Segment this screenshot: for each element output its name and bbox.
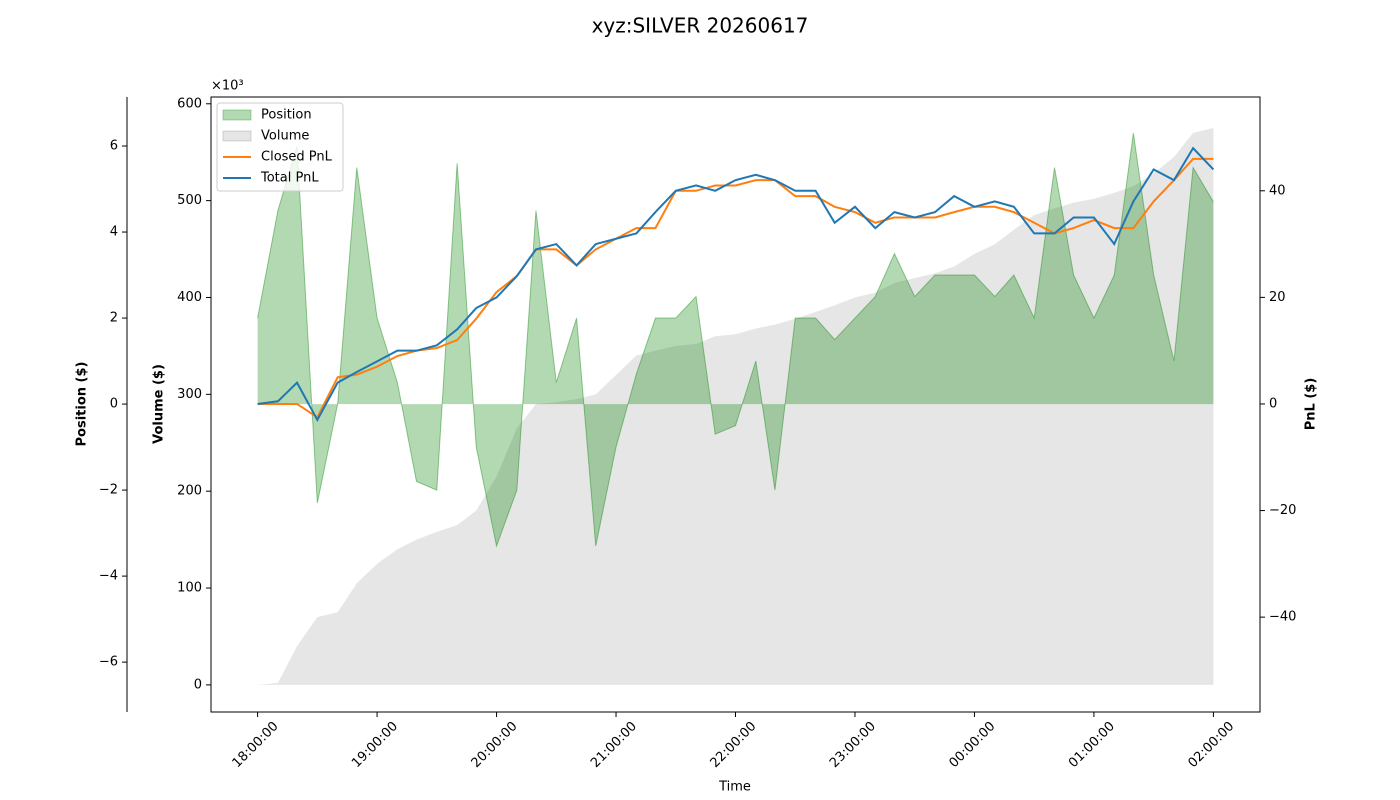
legend-label: Closed PnL (261, 150, 333, 165)
x-tick-label: 02:00:00 (1185, 719, 1237, 771)
legend-swatch (222, 130, 252, 142)
volume-tick-label: 0 (194, 677, 202, 692)
position-tick-label: −4 (99, 569, 118, 584)
volume-axis-label: Volume ($) (152, 364, 167, 444)
position-tick-label: 0 (110, 397, 118, 412)
chart-title: xyz:SILVER 20260617 (592, 14, 809, 38)
x-tick-label: 00:00:00 (947, 719, 999, 771)
position-tick-label: 2 (110, 311, 118, 326)
volume-tick-label: 100 (177, 581, 202, 596)
x-tick-label: 21:00:00 (588, 719, 640, 771)
x-tick-label: 20:00:00 (469, 719, 521, 771)
area-fill (257, 133, 1214, 546)
pnl-tick-label: 0 (1269, 396, 1277, 411)
line (257, 146, 1215, 423)
x-tick-label: 19:00:00 (349, 719, 401, 771)
y-axis-label: Position ($) (75, 362, 90, 447)
pnl-tick-label: −40 (1269, 610, 1296, 625)
y-offset-label: ×10³ (211, 79, 244, 94)
legend-label: Volume (261, 129, 309, 144)
position-tick-label: −6 (99, 655, 118, 670)
pnl-tick-label: 40 (1269, 183, 1286, 198)
x-tick-label: 22:00:00 (708, 719, 760, 771)
legend: Position Volume Closed PnL Total PnL (216, 102, 344, 192)
volume-tick-label: 400 (177, 290, 202, 305)
x-tick-label: 23:00:00 (827, 719, 879, 771)
pnl-tick-label: −20 (1269, 503, 1296, 518)
volume-tick-label: 200 (177, 484, 202, 499)
x-tick-label: 18:00:00 (230, 719, 282, 771)
x-tick-label: 01:00:00 (1066, 719, 1118, 771)
volume-tick-label: 600 (177, 96, 202, 111)
position-tick-label: 4 (110, 225, 118, 240)
legend-box (216, 102, 344, 192)
legend-label: Position (261, 108, 312, 123)
x-axis-label: Time (718, 780, 751, 795)
area-fill (257, 127, 1214, 685)
position-tick-label: 6 (110, 139, 118, 154)
pnl-axis-label: PnL ($) (1304, 378, 1319, 431)
area-outline (257, 133, 1214, 548)
position-tick-label: −2 (99, 483, 118, 498)
legend-label: Total PnL (260, 171, 319, 186)
volume-tick-label: 300 (177, 387, 202, 402)
pnl-tick-label: 20 (1269, 290, 1286, 305)
plot-area (257, 127, 1215, 685)
legend-swatch (222, 109, 252, 121)
volume-tick-label: 500 (177, 193, 202, 208)
